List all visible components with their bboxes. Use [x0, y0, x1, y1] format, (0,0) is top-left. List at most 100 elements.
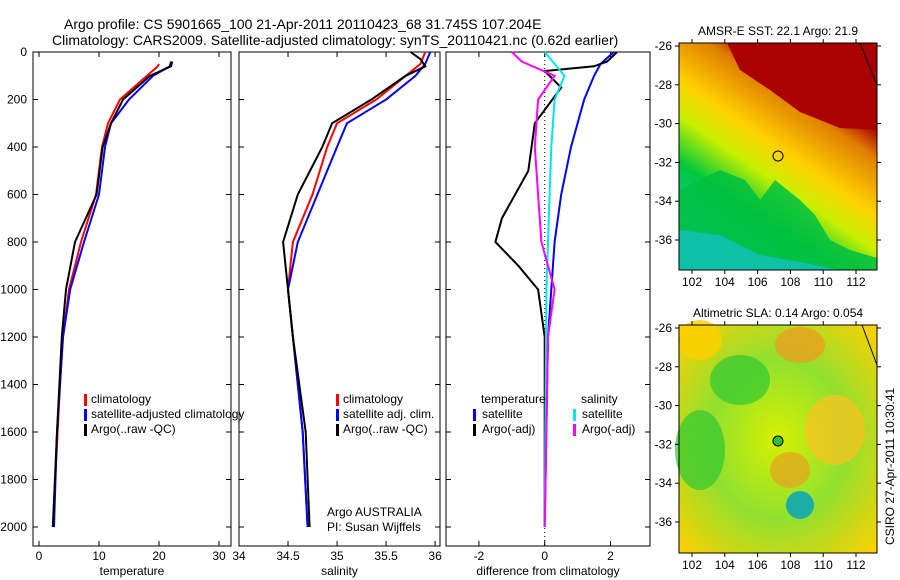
x-tick-label: 104	[715, 558, 735, 572]
platform-annotation: Argo AUSTRALIA	[327, 505, 422, 519]
sla-low-blob	[786, 491, 814, 519]
coastline	[859, 42, 878, 86]
y-tick-label: -30	[655, 399, 673, 413]
map-title: Altimetric SLA: 0.14 Argo: 0.054	[693, 306, 863, 320]
legend-label: satellite	[482, 407, 523, 421]
y-tick-label: -28	[655, 78, 673, 92]
y-tick-label: 1400	[0, 378, 27, 392]
y-tick-label: -30	[655, 117, 673, 131]
series-line-argo-raw-qc-	[51, 61, 174, 528]
sla-low-blob	[675, 410, 725, 490]
series-line-salinity-argo-adj-	[511, 51, 557, 528]
sla-high-blob	[775, 327, 825, 363]
x-tick-label: 35.5	[374, 549, 398, 563]
series-line-climatology	[286, 51, 427, 528]
y-tick-label: 2000	[0, 520, 27, 534]
y-tick-label: -34	[655, 476, 673, 490]
map-axes-2: Altimetric SLA: 0.14 Argo: 0.054 102 104 10…	[655, 306, 881, 572]
series-line-argo-raw-qc-	[282, 51, 427, 528]
legend-label: Argo(-adj)	[582, 422, 635, 436]
map-frame	[678, 324, 878, 554]
y-tick-label: 800	[7, 235, 27, 249]
legend-label: satellite	[582, 407, 623, 421]
x-tick-label: 36	[428, 549, 442, 563]
series-line-satellite-adj-clim-	[286, 51, 432, 528]
x-tick-label: 35	[330, 549, 344, 563]
y-tick-label: -32	[655, 437, 673, 451]
x-tick-label: 34	[232, 549, 246, 563]
sla-high-blob	[805, 395, 865, 465]
coldest-region	[679, 230, 840, 270]
legend-swatch	[573, 409, 576, 421]
x-tick-label: -2	[474, 549, 485, 563]
x-tick-label: 104	[715, 275, 735, 289]
x-tick-label: 10	[92, 549, 106, 563]
profile-panel-1: 0 10 20 30 0 200 400 600 800 1000 1200 1400 1600 1800…	[0, 45, 244, 578]
legend-swatch	[473, 424, 476, 436]
series-line-temperature-argo-adj-	[494, 51, 618, 527]
x-axis-label: difference from climatology	[476, 564, 619, 578]
title-line-1: Argo profile: CS 5901665_100 21-Apr-2011…	[64, 16, 542, 32]
x-tick-label: 106	[748, 558, 768, 572]
plot-frame	[32, 51, 232, 547]
x-tick-label: 20	[152, 549, 166, 563]
map-axes-1: AMSR-E SST: 22.1 Argo: 21.9 102 104 106 108 1…	[655, 24, 881, 289]
x-tick-label: 112	[846, 558, 865, 572]
platform-annotation: PI: Susan Wijffels	[327, 520, 421, 534]
title-line-2: Climatology: CARS2009. Satellite-adjuste…	[52, 32, 619, 48]
x-tick-label: 34.5	[276, 549, 300, 563]
y-tick-label: 0	[20, 45, 27, 59]
legend-swatch	[336, 409, 339, 421]
x-tick-label: 102	[682, 558, 702, 572]
map-frame	[678, 42, 878, 271]
sla-high-blob	[678, 320, 722, 360]
legend-label: satellite adj. clim.	[343, 407, 434, 421]
legend-label: Argo(..raw -QC)	[91, 422, 176, 436]
y-tick-label: -28	[655, 360, 673, 374]
legend-swatch	[336, 424, 339, 436]
x-tick-label: 110	[814, 558, 833, 572]
legend-swatch	[573, 424, 576, 436]
x-tick-label: 0	[36, 549, 43, 563]
legend-label: climatology	[343, 392, 403, 406]
x-tick-label: 110	[814, 275, 833, 289]
argo-location-marker	[772, 435, 784, 447]
x-tick-label: 108	[780, 275, 800, 289]
plot-frame	[238, 51, 441, 547]
x-tick-label: 108	[780, 558, 800, 572]
x-axis-label: temperature	[100, 564, 165, 578]
y-tick-label: -26	[655, 321, 673, 335]
profile-panel-2: 34 34.5 35 35.5 36 salinity climatologysatelli…	[232, 51, 442, 578]
y-tick-label: -34	[655, 194, 673, 208]
coastline	[861, 324, 878, 366]
credit-timestamp: CSIRO 27-Apr-2011 10:30:41	[883, 387, 897, 545]
x-tick-label: 2	[607, 549, 614, 563]
x-tick-label: 30	[212, 549, 226, 563]
legend-label: climatology	[91, 392, 151, 406]
y-tick-label: 1200	[0, 330, 27, 344]
x-axis-label: salinity	[321, 564, 358, 578]
y-tick-label: -32	[655, 155, 673, 169]
x-tick-label: 102	[682, 275, 702, 289]
y-tick-label: -26	[655, 39, 673, 53]
y-tick-label: 1600	[0, 425, 27, 439]
x-tick-label: 112	[846, 275, 865, 289]
x-tick-label: 0	[541, 549, 548, 563]
legend-header: salinity	[581, 392, 618, 406]
legend-label: Argo(-adj)	[482, 422, 535, 436]
legend-swatch	[473, 409, 476, 421]
sst-map	[678, 42, 878, 271]
sla-low-blob	[710, 355, 770, 405]
warm-region	[727, 43, 877, 130]
legend-label: satellite-adjusted climatology	[91, 407, 244, 421]
series-line-salinity-satellite	[543, 51, 566, 528]
series-line-satellite-adjusted-climatology	[53, 61, 172, 528]
sla-map	[675, 320, 878, 554]
sla-high-blob	[770, 452, 810, 488]
argo-location-marker	[772, 150, 784, 162]
series-line-temperature-satellite	[543, 51, 615, 528]
y-tick-label: -36	[655, 233, 673, 247]
